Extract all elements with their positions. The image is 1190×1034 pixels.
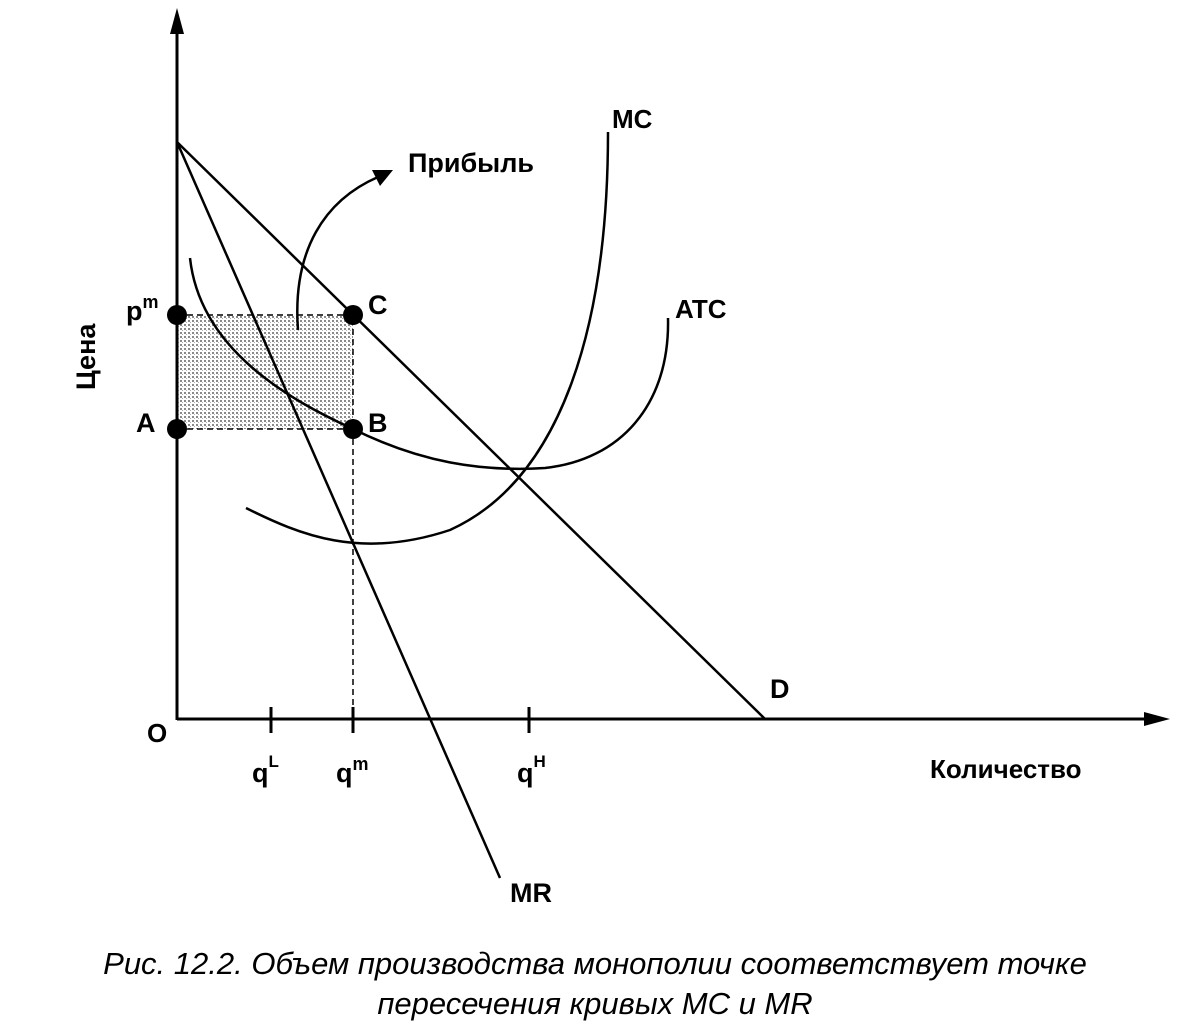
curve-label-mc: MC [612, 104, 653, 134]
figure-caption: Рис. 12.2. Объем производства монополии … [0, 944, 1190, 1024]
atc-curve [188, 257, 670, 471]
caption-line-2: пересечения кривых MC и MR [377, 986, 813, 1021]
y-axis-label: Цена [71, 323, 101, 390]
caption-line-1: Рис. 12.2. Объем производства монополии … [103, 946, 1087, 981]
y-axis-arrow [170, 8, 184, 34]
x-axis-arrow [1144, 712, 1170, 726]
curve-label-mr: MR [510, 878, 552, 908]
quantity-label-ql: qL [252, 752, 279, 788]
point-a [167, 419, 187, 439]
point-label-c: C [368, 290, 388, 320]
demand-curve [176, 141, 766, 720]
point-label-b: B [368, 408, 388, 438]
price-label-a: A [136, 408, 156, 438]
point-b [343, 419, 363, 439]
profit-arrow [296, 175, 379, 331]
curve-label-d: D [770, 674, 790, 704]
profit-area [176, 314, 354, 430]
point-pm [167, 305, 187, 325]
x-axis-label: Количество [930, 754, 1082, 784]
mc-curve [245, 131, 610, 545]
monopoly-diagram: Цена Количество O pm A C B qL qm qH MC A… [71, 8, 1170, 908]
origin-label: O [147, 718, 167, 748]
profit-arrow-head [372, 170, 393, 186]
mr-curve [175, 141, 502, 879]
curve-label-atc: ATC [675, 294, 727, 324]
quantity-label-qh: qH [517, 752, 546, 788]
price-label-pm: pm [126, 292, 159, 326]
profit-label: Прибыль [408, 148, 534, 178]
point-c [343, 305, 363, 325]
quantity-label-qm: qm [336, 754, 369, 788]
